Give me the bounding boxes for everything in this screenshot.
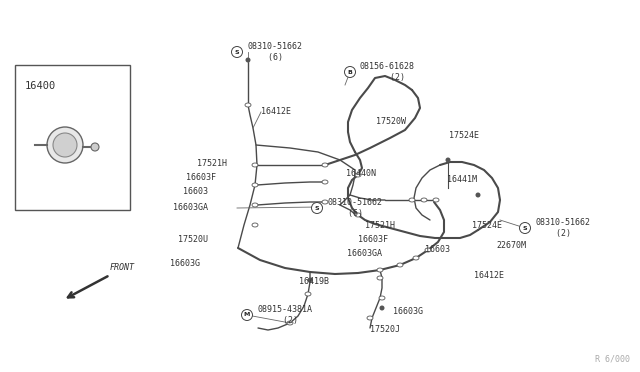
Text: 16603G: 16603G bbox=[393, 307, 423, 315]
Ellipse shape bbox=[305, 292, 311, 296]
Ellipse shape bbox=[252, 203, 258, 207]
Text: 16603: 16603 bbox=[425, 244, 450, 253]
Circle shape bbox=[47, 127, 83, 163]
Ellipse shape bbox=[377, 268, 383, 272]
Ellipse shape bbox=[355, 173, 361, 177]
Text: 16603GA: 16603GA bbox=[347, 248, 382, 257]
Text: 08310-51662
    (2): 08310-51662 (2) bbox=[536, 218, 591, 238]
Text: 16419B: 16419B bbox=[299, 276, 329, 285]
Text: 17521H: 17521H bbox=[365, 221, 395, 230]
Text: 08156-61628
      (2): 08156-61628 (2) bbox=[360, 62, 415, 82]
Circle shape bbox=[380, 305, 385, 311]
Text: FRONT: FRONT bbox=[110, 263, 135, 272]
Text: M: M bbox=[244, 312, 250, 317]
Circle shape bbox=[91, 143, 99, 151]
Text: 08915-4381A
     (2): 08915-4381A (2) bbox=[258, 305, 313, 325]
Circle shape bbox=[520, 222, 531, 234]
Text: 22670M: 22670M bbox=[496, 241, 526, 250]
Text: 16603GA: 16603GA bbox=[173, 202, 208, 212]
Text: 17520J: 17520J bbox=[370, 326, 400, 334]
Text: 17520U: 17520U bbox=[178, 235, 208, 244]
Bar bbox=[15, 65, 130, 210]
Ellipse shape bbox=[397, 263, 403, 267]
Text: 16603F: 16603F bbox=[186, 173, 216, 183]
Ellipse shape bbox=[252, 183, 258, 187]
Text: 16603: 16603 bbox=[183, 187, 208, 196]
Circle shape bbox=[344, 67, 355, 77]
Ellipse shape bbox=[322, 163, 328, 167]
Circle shape bbox=[307, 278, 312, 282]
Circle shape bbox=[246, 58, 250, 62]
Text: S: S bbox=[235, 49, 239, 55]
Text: 08310-51662
    (6): 08310-51662 (6) bbox=[328, 198, 383, 218]
Text: S: S bbox=[523, 225, 527, 231]
Text: 17521H: 17521H bbox=[197, 158, 227, 167]
Ellipse shape bbox=[322, 180, 328, 184]
Text: 16440N: 16440N bbox=[346, 170, 376, 179]
Circle shape bbox=[53, 133, 77, 157]
Ellipse shape bbox=[322, 200, 328, 204]
Ellipse shape bbox=[252, 223, 258, 227]
Text: 16603F: 16603F bbox=[358, 234, 388, 244]
Ellipse shape bbox=[433, 198, 439, 202]
Ellipse shape bbox=[355, 213, 361, 217]
Ellipse shape bbox=[413, 256, 419, 260]
Circle shape bbox=[312, 202, 323, 214]
Circle shape bbox=[317, 205, 323, 209]
Text: 17524E: 17524E bbox=[449, 131, 479, 140]
Circle shape bbox=[476, 192, 481, 198]
Ellipse shape bbox=[245, 103, 251, 107]
Circle shape bbox=[241, 310, 253, 321]
Text: 16400: 16400 bbox=[25, 81, 56, 91]
Text: R 6/000: R 6/000 bbox=[595, 355, 630, 364]
Text: 08310-51662
    (6): 08310-51662 (6) bbox=[248, 42, 303, 62]
Text: B: B bbox=[348, 70, 353, 74]
Ellipse shape bbox=[421, 198, 427, 202]
Circle shape bbox=[232, 46, 243, 58]
Text: S: S bbox=[315, 205, 319, 211]
Ellipse shape bbox=[379, 296, 385, 300]
Text: 16603G: 16603G bbox=[170, 259, 200, 267]
Text: 16412E: 16412E bbox=[474, 270, 504, 279]
Text: 17520W: 17520W bbox=[376, 118, 406, 126]
Text: 16441M: 16441M bbox=[447, 176, 477, 185]
Ellipse shape bbox=[409, 198, 415, 202]
Ellipse shape bbox=[252, 163, 258, 167]
Ellipse shape bbox=[377, 276, 383, 280]
Ellipse shape bbox=[287, 321, 293, 325]
Text: 17524E: 17524E bbox=[472, 221, 502, 230]
Text: 16412E: 16412E bbox=[261, 108, 291, 116]
Circle shape bbox=[445, 157, 451, 163]
Ellipse shape bbox=[425, 248, 431, 252]
Ellipse shape bbox=[367, 316, 373, 320]
